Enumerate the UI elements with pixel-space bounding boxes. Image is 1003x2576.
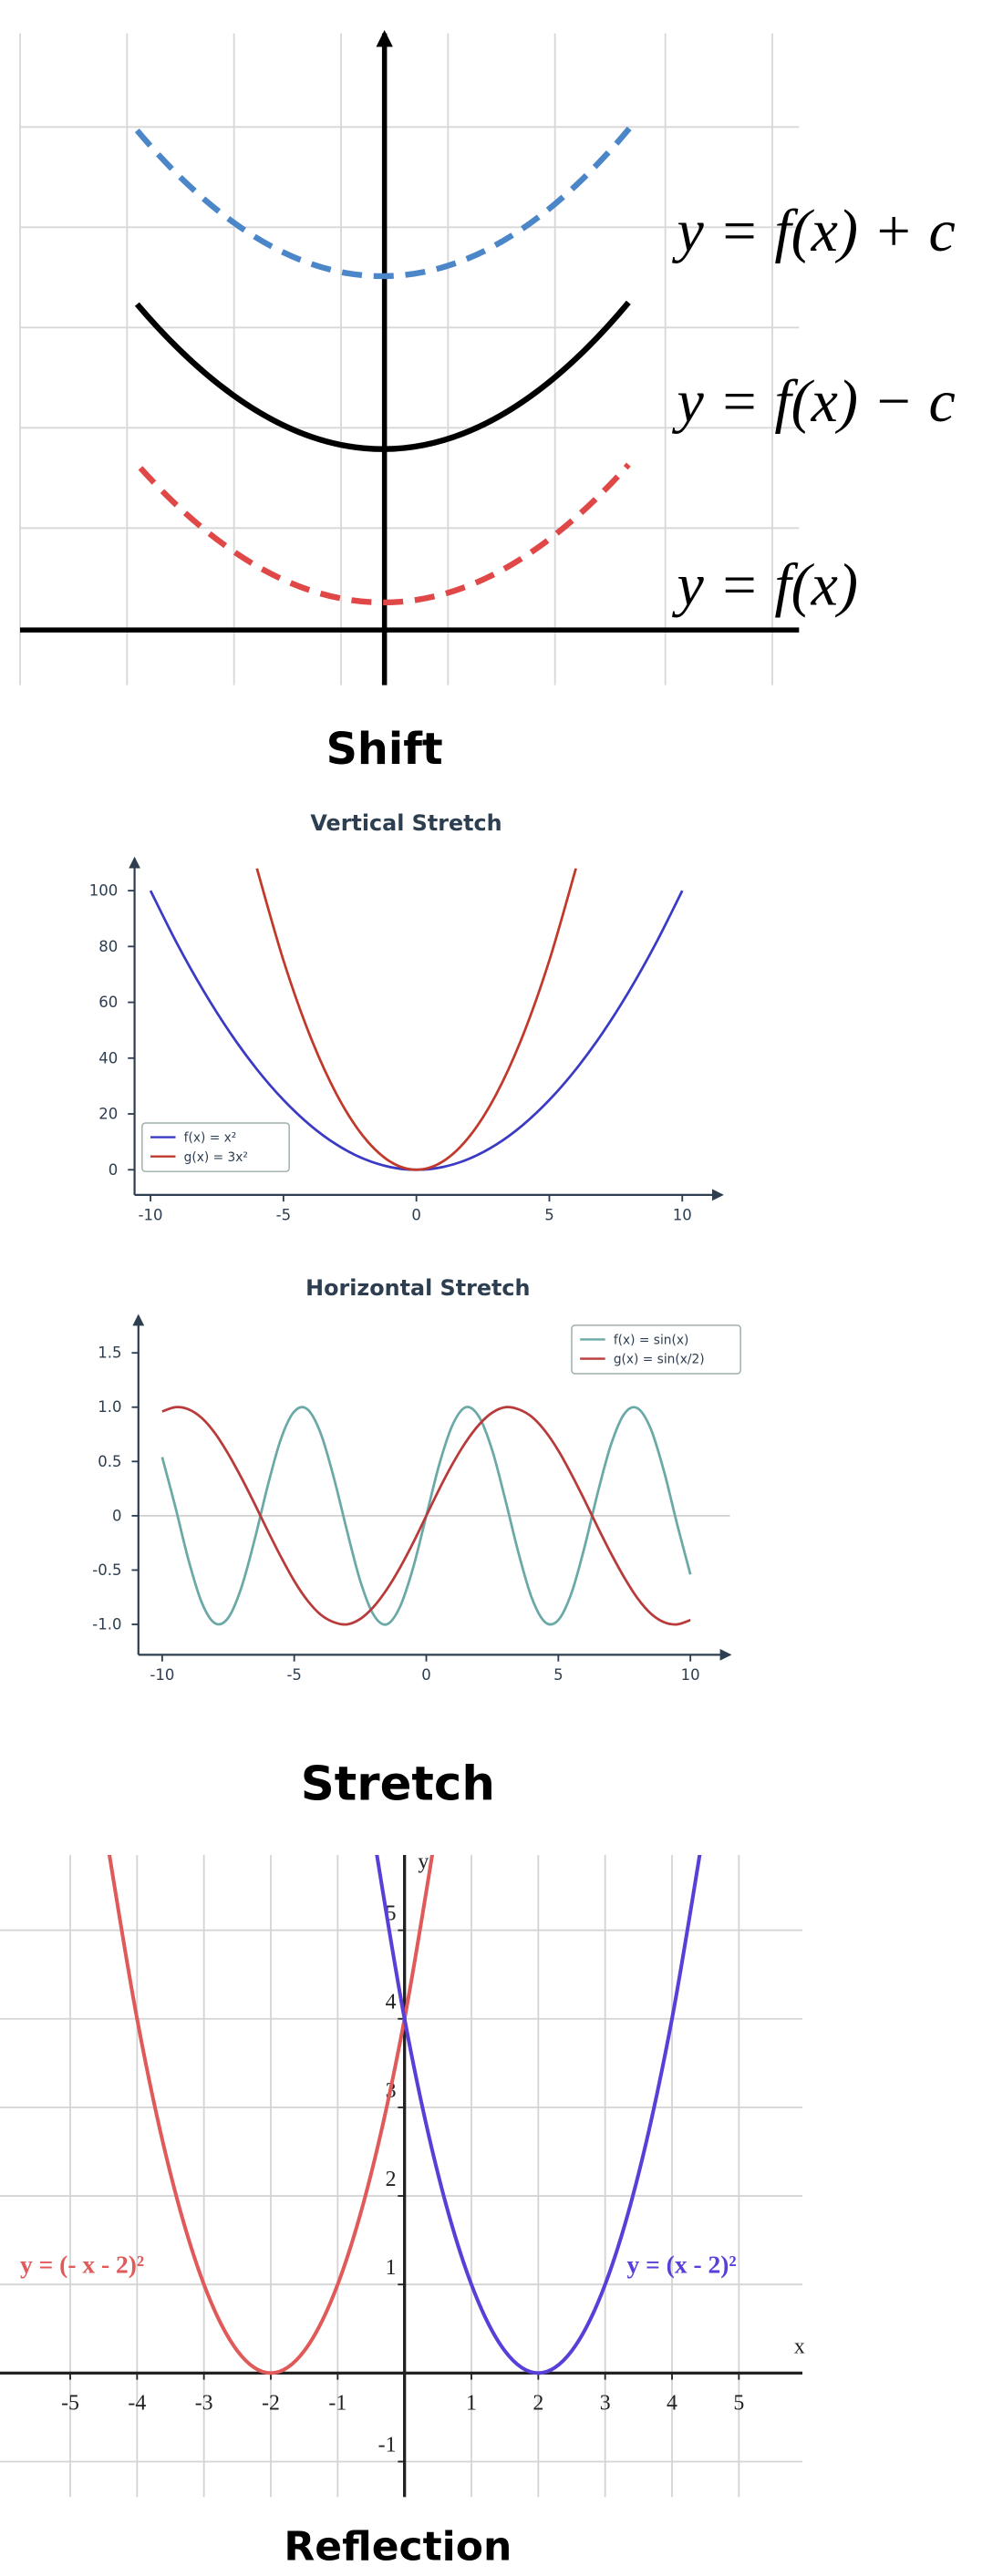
legend-label: g(x) = 3x² (184, 1150, 248, 1165)
series-line (375, 1855, 702, 2375)
y-tick-label: 0 (109, 1161, 119, 1179)
chart: Vertical Stretch-10 -5 0 5 10020406080100f(x… (89, 810, 724, 1223)
y-tick-label: 2 (386, 2168, 397, 2191)
shift-label: y = f(x) (672, 552, 858, 619)
shift-grid (19, 33, 800, 685)
shift-curve (134, 300, 631, 452)
x-tick-label: -5 (276, 1206, 291, 1223)
x-tick-label: -10 (150, 1666, 174, 1684)
x-tick-label: 2 (533, 2392, 543, 2416)
x-tick-label: 5 (553, 1666, 564, 1684)
y-tick-label: 1.5 (98, 1345, 121, 1362)
y-tick-label: 60 (98, 994, 118, 1011)
shift-curve-up (134, 123, 635, 280)
caption: Reflection (284, 2524, 512, 2571)
caption: Stretch (301, 1757, 495, 1812)
shift-curve-down (138, 462, 631, 605)
series-label: y = (- x - 2)² (20, 2250, 144, 2278)
series-line (161, 1406, 691, 1626)
y-tick-label: 0.5 (98, 1453, 121, 1470)
series-line (255, 868, 577, 1171)
chart: Horizontal Stretch -10 -5 0 5 10 -1.0 -0.5 0 0.5 1… (92, 1275, 741, 1684)
x-tick-label: -5 (286, 1666, 301, 1684)
legend-label: g(x) = sin(x/2) (614, 1353, 705, 1367)
y-tick-label: 80 (98, 938, 118, 955)
y-tick-label: 100 (89, 882, 119, 900)
x-tick-label: 4 (667, 2392, 677, 2416)
y-tick-label: 40 (98, 1049, 118, 1066)
legend-box (141, 1122, 290, 1172)
legend-label: f(x) = sin(x) (614, 1334, 689, 1348)
x-tick-label: 0 (421, 1666, 431, 1684)
y-axis-label: y (418, 1850, 429, 1874)
y-tick-label: 4 (386, 1991, 397, 2014)
x-tick-label: 0 (411, 1206, 421, 1223)
x-tick-label: 10 (673, 1206, 692, 1223)
y-tick-label: 0 (112, 1507, 122, 1524)
x-tick-label: 5 (733, 2392, 744, 2416)
y-tick-label: -1 (378, 2434, 397, 2458)
y-tick-label: 1.0 (98, 1398, 121, 1416)
series-line (107, 1855, 435, 2375)
x-axis-label: x (794, 2334, 805, 2358)
x-tick-label: 1 (466, 2392, 477, 2416)
shift-label: y = f(x) + c (672, 198, 956, 264)
y-tick-label: 20 (98, 1106, 118, 1123)
y-tick-label: 1 (386, 2256, 397, 2280)
series-label: y = (x - 2)² (627, 2250, 737, 2278)
x-tick-label: -3 (195, 2392, 213, 2416)
x-tick-label: 10 (681, 1666, 700, 1684)
x-tick-label: 5 (544, 1206, 554, 1223)
shift-panel: y = f(x) + c y = f(x) − c y = f(x) (19, 30, 956, 685)
x-tick-label: -5 (61, 2392, 79, 2416)
legend-label: f(x) = x² (184, 1131, 237, 1146)
chart-title: Vertical Stretch (310, 810, 502, 836)
y-tick-label: -0.5 (92, 1561, 121, 1579)
caption: Shift (326, 725, 443, 775)
y-tick-label: -1.0 (92, 1616, 121, 1633)
x-tick-label: -2 (262, 2392, 280, 2416)
shift-label: y = f(x) − c (672, 368, 956, 435)
x-tick-label: -10 (139, 1206, 163, 1223)
y-tick-label: 5 (386, 1902, 397, 1926)
x-tick-label: -4 (128, 2392, 146, 2416)
x-tick-label: -1 (328, 2392, 346, 2416)
chart-title: Horizontal Stretch (305, 1275, 530, 1301)
legend-box (571, 1324, 741, 1375)
x-tick-label: 3 (600, 2392, 611, 2416)
